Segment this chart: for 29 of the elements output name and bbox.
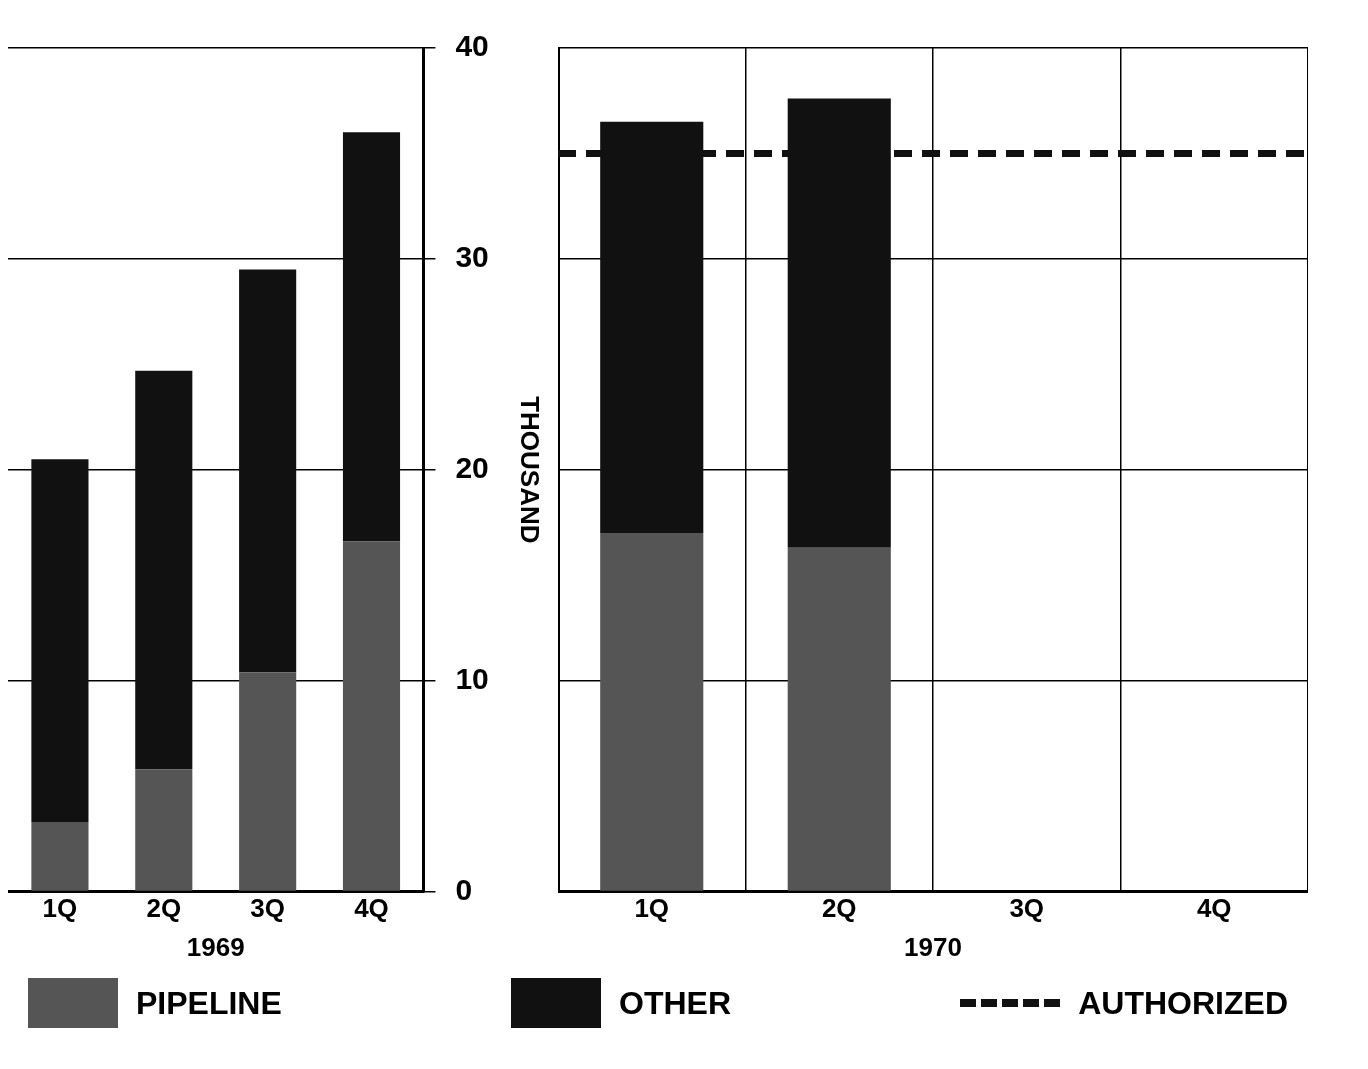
bar — [31, 822, 89, 891]
bar — [239, 672, 297, 891]
y-axis-title: THOUSAND — [515, 396, 546, 544]
bar — [787, 547, 891, 891]
y-tick-label: 30 — [455, 240, 489, 274]
x-axis-title: 1969 — [186, 931, 245, 962]
y-tick-label: 40 — [455, 29, 489, 63]
x-tick-label: 3Q — [1009, 893, 1045, 924]
bar — [135, 370, 193, 770]
bar — [600, 533, 704, 891]
x-tick-label: 4Q — [354, 893, 389, 924]
bar — [135, 769, 193, 891]
bar — [342, 541, 401, 891]
y-tick-label: 10 — [455, 661, 489, 695]
x-tick-label: 1Q — [42, 893, 78, 924]
x-tick-label: 3Q — [250, 893, 285, 924]
x-axis-title: 1970 — [904, 931, 962, 962]
x-tick-label: 1Q — [634, 893, 670, 924]
y-tick-label: 0 — [455, 872, 473, 906]
bar — [239, 269, 297, 673]
legend-label: PIPELINE — [136, 984, 282, 1022]
x-tick-label: 2Q — [821, 893, 857, 924]
x-tick-label: 4Q — [1196, 893, 1232, 924]
bar — [342, 132, 401, 542]
legend-label: AUTHORIZED — [1078, 984, 1288, 1022]
x-tick-label: 2Q — [146, 893, 182, 924]
bar — [31, 459, 89, 822]
y-tick-label: 20 — [455, 451, 489, 485]
legend-label: OTHER — [619, 984, 732, 1022]
